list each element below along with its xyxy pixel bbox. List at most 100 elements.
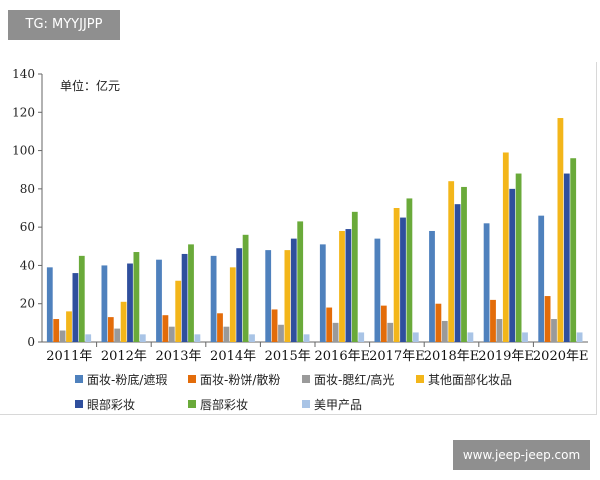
bar xyxy=(78,255,85,342)
bar xyxy=(557,118,564,343)
bar xyxy=(85,334,92,342)
y-tick-label: 100 xyxy=(12,144,35,158)
bar xyxy=(120,301,127,342)
bar xyxy=(345,229,352,342)
bar xyxy=(454,204,461,342)
bar xyxy=(284,250,291,342)
x-category-label: 2011年 xyxy=(46,349,92,364)
bar xyxy=(467,332,474,342)
bar xyxy=(290,238,297,342)
bar xyxy=(400,217,406,342)
y-tick-label: 120 xyxy=(12,105,35,119)
legend-label: 美甲产品 xyxy=(314,398,362,412)
bar xyxy=(483,223,490,342)
y-tick-label: 20 xyxy=(20,297,35,311)
legend-swatch xyxy=(416,375,424,383)
bar xyxy=(358,332,365,342)
legend-label: 面妆-粉饼/散粉 xyxy=(200,372,280,387)
bar xyxy=(271,309,278,342)
bar xyxy=(544,296,551,342)
bar xyxy=(387,322,394,342)
bar xyxy=(448,181,455,342)
bar xyxy=(181,253,188,342)
bar xyxy=(53,319,60,342)
bar xyxy=(374,238,381,342)
unit-label: 单位：亿元 xyxy=(60,78,120,93)
x-category-label: 2018年E xyxy=(424,349,480,364)
bar xyxy=(509,188,516,342)
bar xyxy=(380,305,387,342)
bar xyxy=(319,244,326,342)
bar xyxy=(265,250,272,342)
bar xyxy=(429,230,435,342)
bar xyxy=(515,173,522,342)
bar xyxy=(162,315,169,342)
bar xyxy=(351,211,358,342)
bar xyxy=(236,248,243,342)
legend-label: 面妆-腮红/高光 xyxy=(314,372,394,387)
legend-label: 眼部彩妆 xyxy=(87,397,135,412)
legend-label: 面妆-粉底/遮瑕 xyxy=(87,372,167,387)
bar xyxy=(441,320,448,342)
bar xyxy=(393,208,400,342)
bar xyxy=(114,328,121,342)
x-category-label: 2019年E xyxy=(478,349,534,364)
bar xyxy=(502,152,509,342)
bar xyxy=(127,263,133,342)
legend-swatch xyxy=(188,400,196,408)
legend-swatch xyxy=(75,400,83,408)
bar xyxy=(188,244,194,342)
legend-swatch xyxy=(302,375,310,383)
bar xyxy=(339,230,345,342)
x-category-label: 2014年 xyxy=(210,349,256,364)
bar xyxy=(156,259,162,342)
legend-swatch xyxy=(302,400,310,408)
bar xyxy=(570,158,577,342)
bar xyxy=(101,265,108,342)
bar xyxy=(242,234,249,342)
bar xyxy=(194,334,201,342)
chart-frame xyxy=(0,62,597,415)
bar xyxy=(551,319,557,342)
x-category-label: 2017年E xyxy=(369,349,425,364)
bar xyxy=(538,215,545,342)
bar xyxy=(278,324,284,342)
bar xyxy=(46,267,53,342)
y-tick-label: 60 xyxy=(20,220,35,234)
y-tick-label: 80 xyxy=(20,182,35,196)
bar xyxy=(563,173,570,342)
y-tick-label: 0 xyxy=(27,335,35,349)
bar xyxy=(72,273,79,342)
bar xyxy=(522,332,528,342)
bar xyxy=(249,334,255,342)
legend-swatch xyxy=(75,375,83,383)
x-category-label: 2020年E xyxy=(533,349,589,364)
legend-label: 唇部彩妆 xyxy=(200,397,248,412)
bar xyxy=(175,280,182,342)
legend-label: 其他面部化妆品 xyxy=(428,372,512,387)
bar xyxy=(461,186,467,342)
bar xyxy=(107,317,114,342)
bar xyxy=(412,332,419,342)
watermark-top: TG: MYYJJPP xyxy=(8,10,120,40)
bar xyxy=(223,326,230,342)
legend-swatch xyxy=(188,375,196,383)
bar xyxy=(490,299,496,342)
watermark-bottom: www.jeep-jeep.com xyxy=(453,440,590,470)
bar xyxy=(139,334,146,342)
bar xyxy=(326,307,333,342)
bar xyxy=(576,332,583,342)
x-category-label: 2016年E xyxy=(315,349,371,364)
bar xyxy=(297,221,304,342)
x-category-label: 2015年 xyxy=(265,349,311,364)
y-tick-label: 140 xyxy=(12,67,35,81)
bar xyxy=(229,267,236,342)
bar xyxy=(496,319,503,342)
bar xyxy=(303,334,310,342)
bar xyxy=(435,303,442,342)
bar xyxy=(168,326,175,342)
x-category-label: 2012年 xyxy=(101,349,147,364)
bar xyxy=(332,322,339,342)
y-tick-label: 40 xyxy=(20,258,35,272)
